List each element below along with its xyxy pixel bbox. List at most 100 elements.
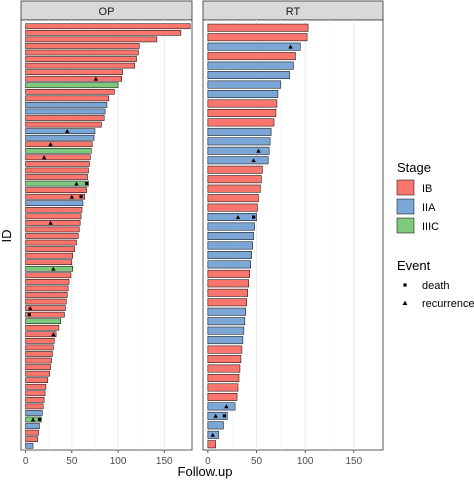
bar [25,351,53,357]
recurrence-marker [213,413,218,418]
bar [25,147,92,154]
bar [25,305,66,311]
bar [207,80,282,89]
x-axis-label: Follow.up [178,464,233,479]
bar [25,23,191,30]
bar [25,49,139,56]
death-marker [79,195,83,199]
recurrence-marker [93,76,99,81]
bar [25,390,46,397]
facet-0: OP 0 50 100 150 [20,0,193,467]
bar [25,226,80,233]
bar [207,137,271,146]
bar [25,187,87,193]
bar [25,102,108,108]
recurrence-marker [210,432,215,437]
recurrence-marker [251,158,256,163]
bar [207,307,247,316]
legend-stage-swatch [396,217,415,234]
bar [207,298,248,307]
bar [25,141,93,148]
bar [25,318,61,325]
recurrence-marker [51,332,56,337]
recurrence-marker [48,142,53,147]
bar [207,260,251,269]
bar [25,397,45,403]
bar [207,326,245,335]
bar [25,62,135,69]
bar [25,364,51,370]
bar [25,338,55,344]
legend-stage-label: IIA [422,202,436,214]
bar [207,52,296,61]
recurrence-marker [30,417,36,422]
bar [25,161,90,167]
bar [25,220,81,226]
bar [25,298,67,305]
bar [25,134,95,141]
legend-event-label: recurrence [422,298,474,310]
bar [207,118,275,127]
bar [25,311,65,318]
bar [25,233,79,239]
recurrence-marker [69,194,75,199]
facet-strip-label: OP [99,6,115,18]
recurrence-marker [48,220,53,225]
death-marker [222,414,227,418]
bar [25,357,52,364]
bar [207,213,257,222]
bar [207,90,279,98]
bar [25,193,86,200]
bar [25,331,57,338]
bar [25,121,102,128]
bar [25,383,47,390]
bar [25,429,39,436]
legend-stage-title: Stage [397,160,431,175]
bar [207,42,301,51]
recurrence-marker [28,305,33,310]
bar [25,69,123,75]
x-tick-label: 100 [297,456,314,467]
bar [25,108,106,115]
recurrence-marker [288,44,293,49]
bar [207,61,294,70]
bar [207,33,308,42]
legend-event-title: Event [397,258,431,273]
bar [25,272,72,279]
bar [25,377,49,383]
legend-event-triangle-marker [402,300,408,305]
bar [207,184,261,193]
bar [207,269,250,278]
bar [207,317,246,326]
y-axis-label: ID [0,230,14,243]
recurrence-marker [65,129,70,134]
bar [25,30,182,36]
x-tick-label: 150 [156,456,173,467]
bar [25,324,60,331]
legend-stage-swatch [396,198,415,215]
x-tick-label: 50 [251,456,263,467]
legend-stage-swatch [396,179,415,196]
bar [207,402,236,411]
bar [25,265,74,272]
bar [25,82,119,89]
facet-strip-label: RT [286,6,301,18]
recurrence-marker [224,404,229,409]
bar [207,364,241,373]
legend-event-square-marker [403,283,407,287]
bar [25,89,115,95]
bar [207,355,242,364]
bar [207,156,269,165]
bar [25,423,40,429]
bar [207,146,270,155]
bar [207,108,277,117]
bar [25,128,96,134]
legend-stage-label: IIIC [422,221,439,233]
bar [207,194,259,203]
bar [207,71,290,80]
bar [25,410,43,416]
bar [207,345,243,354]
bar [25,206,83,213]
bar [25,370,50,377]
